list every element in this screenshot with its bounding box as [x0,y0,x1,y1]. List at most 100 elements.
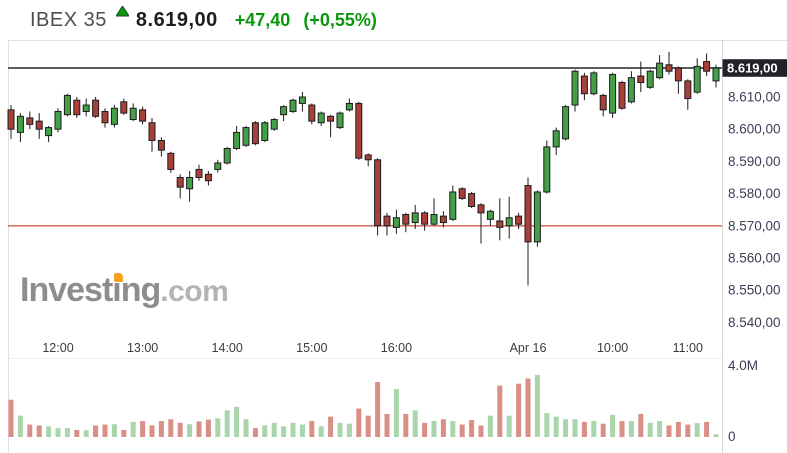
volume-bar [440,419,446,437]
volume-bar [55,428,61,437]
volume-bar [534,374,540,437]
volume-bar [17,415,23,437]
volume-bar [704,421,710,437]
candle-body [92,99,100,117]
candle-body [580,75,588,95]
volume-axis-label: 4.0M [728,358,758,373]
volume-bar [675,421,681,437]
candle-body [712,67,720,82]
candle-body [703,61,711,72]
candle-body [374,159,382,227]
price-change: +47,40 [234,9,291,30]
volume-bar [252,428,258,437]
candle-body [54,110,62,130]
volume-bar [158,421,164,437]
last-price: 8.619,00 [135,8,218,31]
volume-bar [168,419,174,437]
volume-bar [431,421,437,437]
volume-bar [234,406,240,437]
volume-bar [121,429,127,437]
candle-body [618,81,626,109]
volume-bar [619,421,625,437]
candle-body [543,146,551,193]
candle-body [430,214,438,225]
candle-body [45,127,53,137]
candle-body [148,122,156,141]
candle-body [468,193,476,207]
candle-body [270,119,278,130]
candle-body [186,176,194,190]
candle-body [327,115,335,122]
volume-bar [356,408,362,437]
volume-bar [412,410,418,437]
current-price-tag [722,59,787,77]
candle-body [637,75,645,83]
volume-bar [74,429,80,437]
candle-body [693,65,701,93]
volume-bar [666,425,672,437]
candle-body [261,122,269,141]
volume-bar [299,424,305,437]
quote-header: IBEX 35 8.619,00 +47,40 (+0,55%) [0,0,787,40]
price-axis-label: 8.600,00 [728,122,781,137]
volume-bar [516,383,522,437]
candle-body [599,94,607,111]
price-change-percent: (+0,55%) [303,9,377,30]
price-axis-label: 8.540,00 [728,315,781,330]
time-axis-label: 15:00 [296,341,327,355]
volume-bar [685,424,691,437]
time-axis-label: 12:00 [42,341,73,355]
volume-bar [544,413,550,437]
volume-bar [459,424,465,437]
candle-body [233,131,241,150]
volume-bar [328,416,334,437]
volume-bar [713,434,719,437]
volume-bar [224,410,230,437]
volume-bar [694,423,700,437]
candle-body [73,99,81,116]
candle-body [120,101,128,114]
candle-body [674,67,682,82]
candle-body [552,130,560,148]
volume-bar [506,415,512,437]
volume-bar [346,423,352,437]
volume-bar [111,424,117,437]
candle-body [110,107,118,125]
candle-body [214,162,222,170]
volume-bar [365,415,371,437]
time-axis-label: 14:00 [212,341,243,355]
candle-body [402,214,410,225]
candle-body [486,210,494,220]
volume-bar [130,421,136,437]
volume-bar [83,430,89,437]
volume-bar [384,413,390,437]
candle-body [571,70,579,106]
volume-bar [375,381,381,437]
volume-bar [215,418,221,437]
candle-body [590,72,598,95]
price-axis-label: 8.610,00 [728,89,781,104]
current-price-tag-label: 8.619,00 [727,61,778,76]
symbol-name: IBEX 35 [30,8,107,31]
candle-body [195,168,203,178]
watermark-logo: Investing.com [20,271,229,310]
candle-body [7,109,15,130]
volume-bar [638,413,644,437]
volume-bar [102,424,108,437]
candle-body [139,109,147,122]
volume-bar [525,378,531,437]
candle-body [411,212,419,224]
volume-bar [187,424,193,437]
candle-body [280,106,288,116]
candle-body [665,64,673,72]
volume-bar [581,421,587,437]
volume-bar [572,419,578,437]
candle-body [16,115,24,133]
candle-body [524,185,532,243]
candle-body [439,215,447,224]
candle-body [167,152,175,170]
up-arrow-icon [114,4,130,22]
price-axis-label: 8.550,00 [728,283,781,298]
candle-body [251,122,259,145]
